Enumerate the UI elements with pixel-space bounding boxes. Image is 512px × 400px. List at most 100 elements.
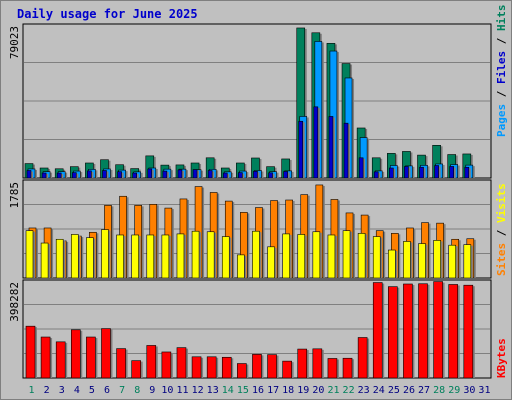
kbytes-bar (418, 283, 428, 379)
kbytes-bar (388, 286, 398, 379)
legend-item: KBytes (495, 338, 508, 378)
legend: Pages / Files / Hits (495, 5, 508, 138)
day-label: 24 (373, 385, 385, 396)
files-bar (162, 170, 168, 179)
kbytes-bar (403, 283, 413, 379)
kbytes-bar (25, 325, 36, 379)
legend-separator: / (495, 31, 508, 51)
visits-bar (86, 237, 94, 279)
visits-bar (191, 230, 200, 279)
day-label: 28 (433, 385, 445, 396)
kbytes-bar (221, 356, 232, 379)
kbytes-bar (176, 347, 187, 379)
day-label: 29 (448, 385, 460, 396)
visits-bar (116, 234, 124, 279)
kbytes-bar (146, 345, 157, 379)
files-bar (207, 170, 213, 179)
day-label: 3 (59, 385, 65, 396)
files-bar (343, 122, 349, 179)
visits-bar (267, 246, 275, 279)
visits-bar (161, 234, 170, 279)
legend-item: Pages (495, 104, 508, 137)
visits-bar (342, 230, 351, 279)
files-bar (253, 170, 258, 179)
kbytes-bar (191, 356, 202, 379)
visits-bar (131, 234, 139, 279)
kbytes-bar (357, 337, 368, 379)
files-bar (117, 171, 122, 179)
visits-bar (312, 231, 321, 279)
day-label: 16 (252, 385, 264, 396)
kbytes-bar (161, 351, 172, 379)
legend: Sites / Visits (495, 183, 508, 276)
day-label: 18 (282, 385, 294, 396)
kbytes-bar (101, 328, 111, 379)
files-bar (87, 170, 92, 179)
files-bar (313, 106, 319, 179)
kbytes-bar (206, 356, 217, 379)
visits-bar (237, 254, 245, 279)
kbytes-bar (70, 329, 81, 379)
visits-bar (403, 241, 411, 279)
day-label: 15 (237, 385, 249, 396)
visits-bar (282, 233, 290, 279)
files-bar (238, 172, 243, 179)
kbytes-bar (252, 354, 262, 379)
files-bar (298, 120, 304, 179)
day-label: 6 (104, 385, 110, 396)
files-bar (71, 172, 77, 179)
kbytes-bar (297, 348, 308, 379)
visits-bar (176, 233, 185, 279)
visits-bar (448, 244, 457, 279)
chart-title: Daily usage for June 2025 (17, 7, 198, 21)
visits-bar (297, 234, 306, 279)
chart-labels: 79023 1785 398282 Pages / Files / Hits Sites… (8, 5, 508, 397)
files-bar (404, 166, 409, 179)
visits-bar (327, 234, 336, 279)
files-bar (283, 171, 288, 179)
files-bar (464, 166, 470, 179)
y-max-label: 79023 (8, 26, 21, 59)
legend: KBytes (495, 338, 508, 378)
visits-bar (70, 234, 79, 279)
day-label: 19 (297, 385, 309, 396)
kbytes-bar (86, 336, 96, 379)
files-bar (434, 165, 439, 179)
day-label: 9 (149, 385, 155, 396)
day-label: 27 (418, 385, 430, 396)
y-max-label: 398282 (8, 282, 21, 322)
kbytes-bar (342, 357, 353, 379)
files-bar (268, 172, 273, 179)
day-label: 10 (161, 385, 173, 396)
kbytes-bar (237, 363, 247, 379)
files-bar (358, 157, 364, 179)
files-bar (449, 166, 455, 179)
day-label: 17 (267, 385, 279, 396)
chart-bars (24, 27, 476, 379)
files-bar (102, 170, 107, 179)
y-max-label: 1785 (8, 182, 21, 209)
legend-item: Visits (495, 183, 508, 223)
day-label: 13 (207, 385, 219, 396)
visits-bar (101, 229, 109, 279)
day-label: 23 (358, 385, 370, 396)
kbytes-bar (40, 336, 51, 379)
day-label: 1 (29, 385, 35, 396)
legend-item: Hits (495, 5, 508, 32)
visits-bar (463, 244, 472, 279)
kbytes-bar (267, 354, 277, 379)
files-bar (26, 170, 32, 179)
day-label: 31 (478, 385, 490, 396)
day-label: 26 (403, 385, 415, 396)
day-label: 4 (74, 385, 80, 396)
kbytes-bar (116, 348, 126, 379)
files-bar (132, 172, 137, 179)
legend-item: Files (495, 51, 508, 84)
kbytes-bar (55, 341, 66, 379)
legend-separator: / (495, 223, 508, 243)
kbytes-bar (312, 348, 323, 379)
visits-bar (418, 243, 426, 279)
day-label: 20 (312, 385, 324, 396)
files-bar (147, 168, 153, 179)
kbytes-bar (463, 284, 474, 379)
